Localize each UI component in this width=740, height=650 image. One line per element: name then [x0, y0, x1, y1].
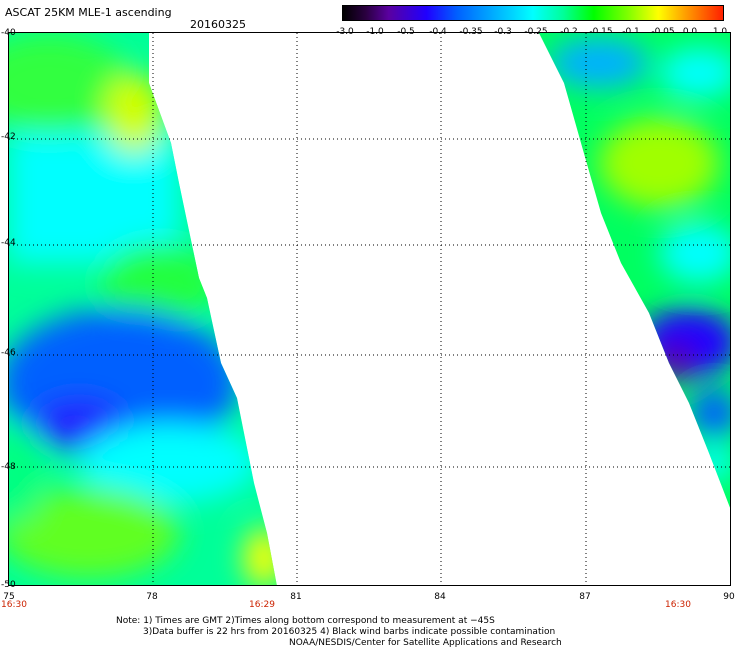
y-axis-label: -42 [1, 132, 16, 142]
y-axis-label: -48 [1, 462, 16, 472]
colorbar [342, 5, 724, 21]
time-label: 16:30 [665, 600, 691, 610]
x-axis-label: 87 [579, 592, 591, 602]
y-axis-label: -40 [1, 28, 16, 38]
map-title: ASCAT 25KM MLE-1 ascending [5, 6, 172, 19]
map-plot-area [8, 32, 731, 586]
map-gridlines [9, 33, 730, 585]
left-swath [9, 33, 277, 585]
right-swath [539, 33, 730, 513]
time-label: 16:29 [249, 600, 275, 610]
x-axis-label: 75 [3, 592, 15, 602]
note-line-2: 3)Data buffer is 22 hrs from 20160325 4)… [143, 627, 556, 637]
note-line-1: Note: 1) Times are GMT 2)Times along bot… [116, 616, 495, 626]
x-axis-label: 84 [434, 592, 446, 602]
note-line-3: NOAA/NESDIS/Center for Satellite Applica… [289, 638, 562, 648]
x-axis-label: 81 [290, 592, 302, 602]
x-axis-label: 90 [723, 592, 735, 602]
x-axis-label: 78 [146, 592, 158, 602]
map-date: 20160325 [190, 18, 246, 31]
map-svg [9, 33, 730, 585]
time-label: 16:30 [1, 600, 27, 610]
y-axis-label: -44 [1, 238, 16, 248]
y-axis-label: -46 [1, 348, 16, 358]
y-axis-label: -50 [1, 580, 16, 590]
